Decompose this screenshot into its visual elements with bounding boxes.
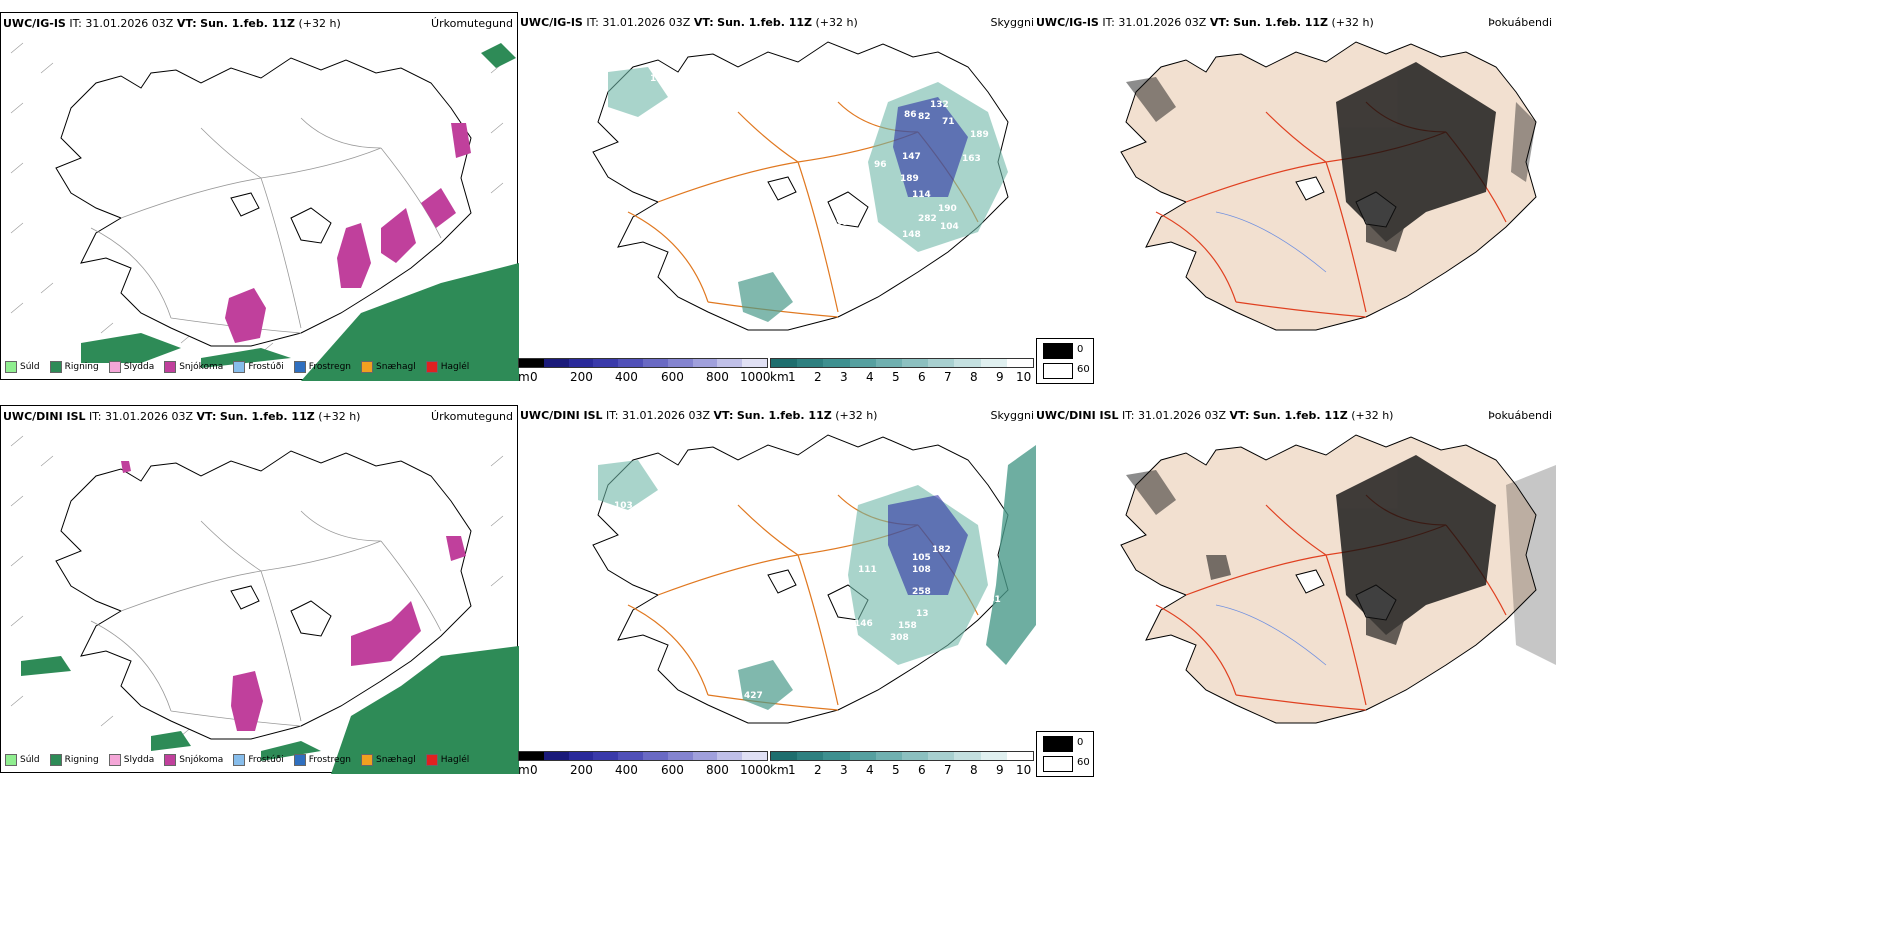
low-cloud-areas <box>598 445 1036 710</box>
visibility-panel-bottom: Skyggni UWC/DINI ISL IT: 31.01.2026 03Z … <box>518 405 1094 777</box>
fog-map-bottom <box>1120 434 1556 724</box>
panel-title: Úrkomutegund <box>431 410 513 423</box>
precip-legend: Súld Rigning Slydda Snjókoma Frostúði Fr… <box>5 754 469 766</box>
panel-title: Þokuábendi <box>1488 16 1552 29</box>
visibility-map-top <box>592 41 1009 331</box>
precip-type-panel-bottom: UWC/DINI ISL IT: 31.01.2026 03Z VT: Sun.… <box>0 405 519 774</box>
precip-type-panel-top: UWC/IG-IS IT: 31.01.2026 03Z VT: Sun. 1.… <box>0 12 519 381</box>
visibility-map-bottom <box>592 434 1036 724</box>
ceiling-labels: 103 156 111 105 108 182 258 13 161 146 1… <box>614 501 1001 721</box>
cloud-base-colorbar: m 0 200 400 600 800 1000 <box>518 751 771 777</box>
visibility-colorbar: km 1 2 3 4 5 6 7 8 9 10 <box>770 358 1034 384</box>
panel-header: UWC/DINI ISL IT: 31.01.2026 03Z VT: Sun.… <box>520 409 878 422</box>
precip-map-top <box>10 42 519 381</box>
precip-legend: Súld Rigning Slydda Snjókoma Frostúði Fr… <box>5 361 469 373</box>
visibility-panel-top: Skyggni UWC/IG-IS IT: 31.01.2026 03Z VT:… <box>518 12 1094 384</box>
fog-legend: 0 60 <box>1036 338 1094 384</box>
panel-title: Þokuábendi <box>1488 409 1552 422</box>
fog-panel-bottom: Þokuábendi UWC/DINI ISL IT: 31.01.2026 0… <box>1036 405 1556 745</box>
rain-areas <box>81 43 519 381</box>
panel-header: UWC/DINI ISL IT: 31.01.2026 03Z VT: Sun.… <box>3 410 361 423</box>
panel-title: Skyggni <box>990 409 1034 422</box>
panel-header: UWC/IG-IS IT: 31.01.2026 03Z VT: Sun. 1.… <box>520 16 858 29</box>
visibility-colorbar: km 1 2 3 4 5 6 7 8 9 10 <box>770 751 1034 777</box>
panel-title: Skyggni <box>990 16 1034 29</box>
fog-areas <box>1126 62 1536 252</box>
low-cloud-areas <box>608 67 1008 322</box>
panel-header: UWC/IG-IS IT: 31.01.2026 03Z VT: Sun. 1.… <box>3 17 341 30</box>
fog-panel-top: Þokuábendi UWC/IG-IS IT: 31.01.2026 03Z … <box>1036 12 1556 352</box>
fog-map-top <box>1120 41 1537 331</box>
fog-legend: 0 60 <box>1036 731 1094 777</box>
panel-header: UWC/DINI ISL IT: 31.01.2026 03Z VT: Sun.… <box>1036 409 1394 422</box>
snow-areas <box>121 461 466 731</box>
fog-areas <box>1126 455 1556 665</box>
snow-areas <box>225 123 471 343</box>
ceiling-labels: 152 86 82 132 71 189 96 147 163 189 114 … <box>650 74 989 328</box>
panel-title: Úrkomutegund <box>431 17 513 30</box>
precip-map-bottom <box>10 435 519 774</box>
panel-header: UWC/IG-IS IT: 31.01.2026 03Z VT: Sun. 1.… <box>1036 16 1374 29</box>
rain-areas <box>21 646 519 774</box>
cloud-base-colorbar: m 0 200 400 600 800 1000 <box>518 358 771 384</box>
